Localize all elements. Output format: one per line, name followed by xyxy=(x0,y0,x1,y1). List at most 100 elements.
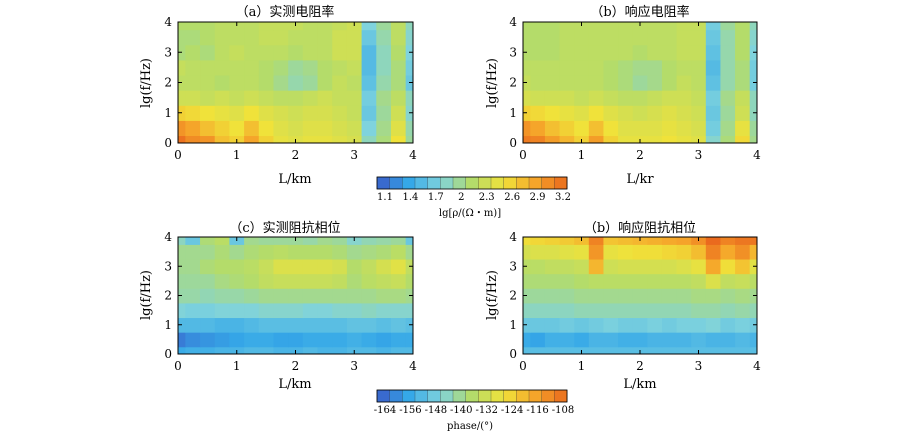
panel-c-cell xyxy=(288,288,304,304)
panel-b-cell xyxy=(618,44,634,61)
panel-c-cell xyxy=(200,317,216,333)
panel-b-cell xyxy=(544,120,561,137)
panel-a-cell xyxy=(390,44,407,61)
panel-a-cell xyxy=(390,59,407,76)
colorbar-phase-swatch xyxy=(427,389,441,403)
colorbar-phase-tick-label: -124 xyxy=(501,405,523,416)
panel-a-cell xyxy=(376,105,392,121)
panel-c-cell xyxy=(376,244,392,260)
panel-c-cell xyxy=(273,346,289,354)
panel-b-ytick-label: 0 xyxy=(509,136,517,150)
panel-c-xtick-label: 3 xyxy=(350,359,358,373)
panel-b-cell xyxy=(705,135,722,143)
panel-c-cell xyxy=(302,288,319,304)
panel-d-cell xyxy=(559,258,575,275)
panel-b-cell xyxy=(735,135,751,143)
panel-b-cell xyxy=(691,90,707,106)
panel-d-xtick-label: 4 xyxy=(753,359,761,373)
panel-a-cell xyxy=(376,59,392,76)
panel-b-cell xyxy=(588,22,605,31)
panel-c-cell xyxy=(376,332,392,348)
panel-b-cell xyxy=(647,120,663,137)
panel-a-cell xyxy=(214,120,231,137)
panel-a-cell xyxy=(244,74,260,91)
panel-a-cell xyxy=(288,90,304,106)
panel-a-cell xyxy=(332,22,348,31)
panel-d-cell xyxy=(647,288,663,304)
panel-c-cell xyxy=(361,302,377,319)
colorbar-phase-swatch xyxy=(541,389,555,403)
panel-d-cell xyxy=(735,302,751,319)
panel-a-cell xyxy=(244,44,260,61)
panel-a-cell xyxy=(302,90,319,106)
colorbar-resistivity-tick-label: 2 xyxy=(458,192,464,203)
panel-a-title: （a）实测电阻率 xyxy=(236,4,335,20)
panel-a-cell xyxy=(200,29,216,46)
panel-d-cell xyxy=(559,302,575,319)
panel-b-cell xyxy=(544,29,561,46)
panel-d-cell xyxy=(559,244,575,260)
panel-d-cell xyxy=(749,346,757,354)
panel-a-cell xyxy=(185,44,201,61)
panel-b-cell xyxy=(661,44,678,61)
panel-d-cell xyxy=(574,302,590,319)
panel-b-cell xyxy=(705,44,722,61)
panel-b-cell xyxy=(523,59,531,76)
panel-c-cell xyxy=(317,258,333,275)
colorbar-phase-swatch xyxy=(452,389,467,403)
panel-a-cell xyxy=(229,74,245,91)
panel-d-cell xyxy=(530,237,546,245)
panel-c-xtick-label: 2 xyxy=(292,359,300,373)
panel-a-cell xyxy=(214,135,231,143)
panel-d-ytick-label: 4 xyxy=(509,230,517,244)
panel-d-cell xyxy=(735,258,751,275)
panel-a-cell xyxy=(178,22,186,31)
panel-c-cell xyxy=(405,273,413,289)
panel-b-cell xyxy=(735,44,751,61)
panel-b-cell xyxy=(603,44,619,61)
panel-d-cell xyxy=(530,302,546,319)
panel-a-cell xyxy=(244,120,260,137)
panel-d-cell xyxy=(720,288,736,304)
panel-c-cell xyxy=(258,273,275,289)
panel-c-cell xyxy=(178,332,186,348)
panel-c-ytick-label: 3 xyxy=(164,259,172,273)
panel-d-cell xyxy=(735,317,751,333)
panel-b-cell xyxy=(632,44,648,61)
panel-c-cell xyxy=(376,317,392,333)
panel-c-cell xyxy=(288,317,304,333)
panel-c-cell xyxy=(390,258,407,275)
panel-d-cell xyxy=(618,288,634,304)
panel-a-cell xyxy=(288,29,304,46)
panel-b-cell xyxy=(588,44,605,61)
panel-a-cell xyxy=(244,105,260,121)
panel-d-cell xyxy=(735,288,751,304)
panel-c-cell xyxy=(229,288,245,304)
panel-d-cell xyxy=(676,346,692,354)
panel-a-cell xyxy=(361,90,377,106)
panel-b-cell xyxy=(544,59,561,76)
panel-a-cell xyxy=(288,120,304,137)
panel-a-cell xyxy=(214,59,231,76)
panel-d-cell xyxy=(676,332,692,348)
panel-c-cell xyxy=(376,288,392,304)
panel-c-cell xyxy=(200,302,216,319)
panel-d-cell xyxy=(647,258,663,275)
panel-d-xtick-label: 2 xyxy=(636,359,644,373)
panel-a-cell xyxy=(178,29,186,46)
panel-c-cell xyxy=(317,346,333,354)
panel-d-cell xyxy=(530,346,546,354)
panel-c-cell xyxy=(273,317,289,333)
panel-d-cell xyxy=(544,244,561,260)
panel-b-cell xyxy=(735,29,751,46)
colorbar-phase-tick-label: -148 xyxy=(425,405,447,416)
panel-c-cell xyxy=(244,244,260,260)
panel-b-cell xyxy=(691,105,707,121)
colorbar-resistivity-swatch xyxy=(541,176,555,190)
panel-d-cell xyxy=(720,332,736,348)
panel-d-cell xyxy=(720,237,736,245)
colorbar-resistivity-swatch xyxy=(389,176,403,190)
panel-b-cell xyxy=(749,120,757,137)
panel-a-heatmap xyxy=(178,22,413,143)
panel-a-cell xyxy=(273,29,289,46)
